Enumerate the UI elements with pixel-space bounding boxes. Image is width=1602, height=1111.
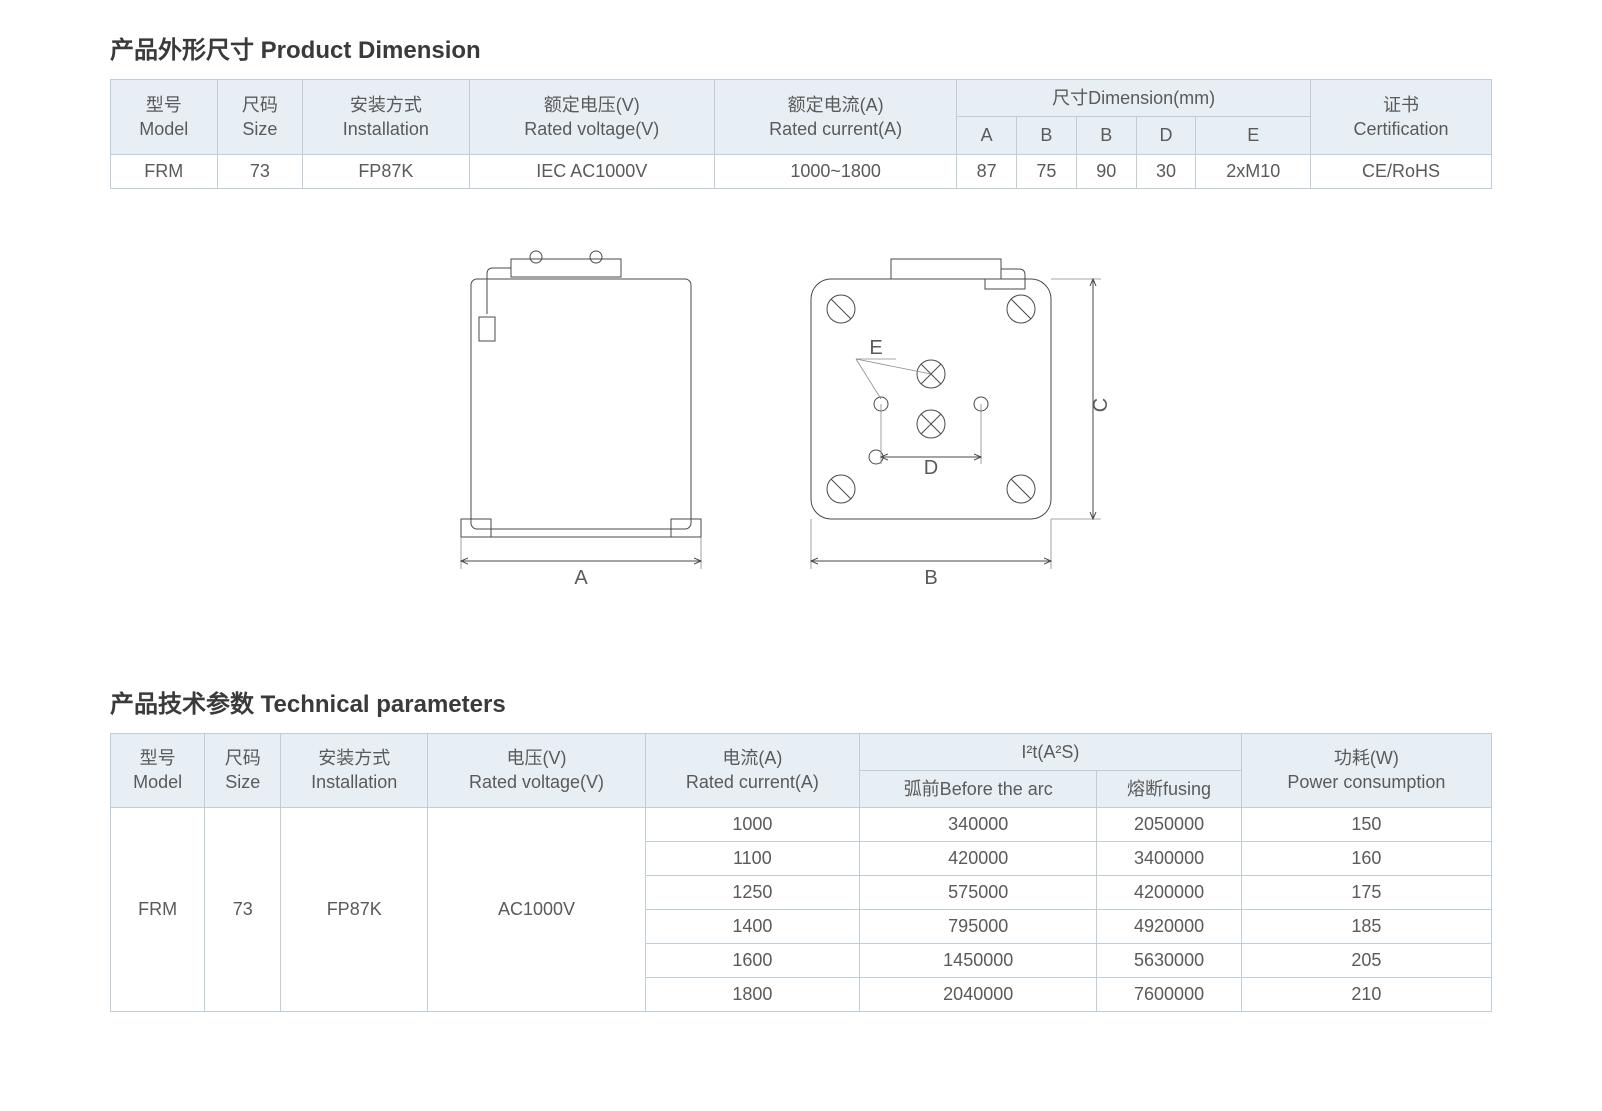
cell-before: 420000 <box>860 842 1097 876</box>
cell-fusing: 5630000 <box>1097 944 1241 978</box>
cell-curr: 1400 <box>645 910 859 944</box>
section2-title: 产品技术参数 Technical parameters <box>110 684 1492 719</box>
cell-cert: CE/RoHS <box>1311 154 1492 188</box>
cell-before: 795000 <box>860 910 1097 944</box>
parameters-table: 型号Model 尺码Size 安装方式Installation 电压(V)Rat… <box>110 733 1492 1013</box>
cell-fusing: 4920000 <box>1097 910 1241 944</box>
th-dim-D: D <box>1136 117 1196 154</box>
cell-before: 1450000 <box>860 944 1097 978</box>
cell-E: 2xM10 <box>1196 154 1311 188</box>
cell2-size: 73 <box>205 808 281 1012</box>
section1-title: 产品外形尺寸 Product Dimension <box>110 30 1492 65</box>
th-dim-A: A <box>957 117 1017 154</box>
cell-rcurr: 1000~1800 <box>715 154 957 188</box>
th-cert: 证书Certification <box>1311 80 1492 155</box>
cell-pw: 160 <box>1241 842 1491 876</box>
cell-pw: 150 <box>1241 808 1491 842</box>
cell-before: 340000 <box>860 808 1097 842</box>
cell-pw: 205 <box>1241 944 1491 978</box>
cell-fusing: 3400000 <box>1097 842 1241 876</box>
cell-curr: 1100 <box>645 842 859 876</box>
label-D: D <box>924 457 938 479</box>
th-rcurr: 额定电流(A)Rated current(A) <box>715 80 957 155</box>
label-B: B <box>924 567 937 589</box>
table-row: FRM 73 FP87K IEC AC1000V 1000~1800 87 75… <box>111 154 1492 188</box>
cell-fusing: 2050000 <box>1097 808 1241 842</box>
th-dim-B1: B <box>1017 117 1077 154</box>
th2-install: 安装方式Installation <box>281 733 428 808</box>
th2-size: 尺码Size <box>205 733 281 808</box>
th-dim-group: 尺寸Dimension(mm) <box>957 80 1311 117</box>
cell-pw: 175 <box>1241 876 1491 910</box>
cell-install: FP87K <box>303 154 469 188</box>
diagram-container: A D E <box>110 229 1492 614</box>
cell-pw: 210 <box>1241 978 1491 1012</box>
cell-model: FRM <box>111 154 218 188</box>
th2-rcurr: 电流(A)Rated current(A) <box>645 733 859 808</box>
th2-model: 型号Model <box>111 733 205 808</box>
cell-A: 87 <box>957 154 1017 188</box>
cell2-model: FRM <box>111 808 205 1012</box>
table-row: FRM 73 FP87K AC1000V 1000 340000 2050000… <box>111 808 1492 842</box>
cell-size: 73 <box>217 154 303 188</box>
cell-B1: 75 <box>1017 154 1077 188</box>
th-dim-B2: B <box>1076 117 1136 154</box>
th-rvolt: 额定电压(V)Rated voltage(V) <box>469 80 715 155</box>
cell-curr: 1250 <box>645 876 859 910</box>
cell-curr: 1600 <box>645 944 859 978</box>
product-diagram: A D E <box>411 229 1191 609</box>
cell2-install: FP87K <box>281 808 428 1012</box>
label-A: A <box>574 567 588 589</box>
th2-rvolt: 电压(V)Rated voltage(V) <box>428 733 645 808</box>
cell-curr: 1800 <box>645 978 859 1012</box>
cell-curr: 1000 <box>645 808 859 842</box>
th-size: 尺码Size <box>217 80 303 155</box>
cell-before: 575000 <box>860 876 1097 910</box>
th-model: 型号Model <box>111 80 218 155</box>
cell-pw: 185 <box>1241 910 1491 944</box>
cell-rvolt: IEC AC1000V <box>469 154 715 188</box>
dimension-table: 型号Model 尺码Size 安装方式Installation 额定电压(V)R… <box>110 79 1492 189</box>
cell-B2: 90 <box>1076 154 1136 188</box>
cell-before: 2040000 <box>860 978 1097 1012</box>
th-install: 安装方式Installation <box>303 80 469 155</box>
label-E: E <box>869 337 882 359</box>
th-dim-E: E <box>1196 117 1311 154</box>
cell-fusing: 4200000 <box>1097 876 1241 910</box>
th2-fusing: 熔断fusing <box>1097 770 1241 807</box>
th2-i2t-group: I²t(A²S) <box>860 733 1242 770</box>
cell-fusing: 7600000 <box>1097 978 1241 1012</box>
th2-before: 弧前Before the arc <box>860 770 1097 807</box>
th2-power: 功耗(W)Power consumption <box>1241 733 1491 808</box>
cell-D: 30 <box>1136 154 1196 188</box>
label-C: C <box>1090 397 1112 411</box>
cell2-rvolt: AC1000V <box>428 808 645 1012</box>
